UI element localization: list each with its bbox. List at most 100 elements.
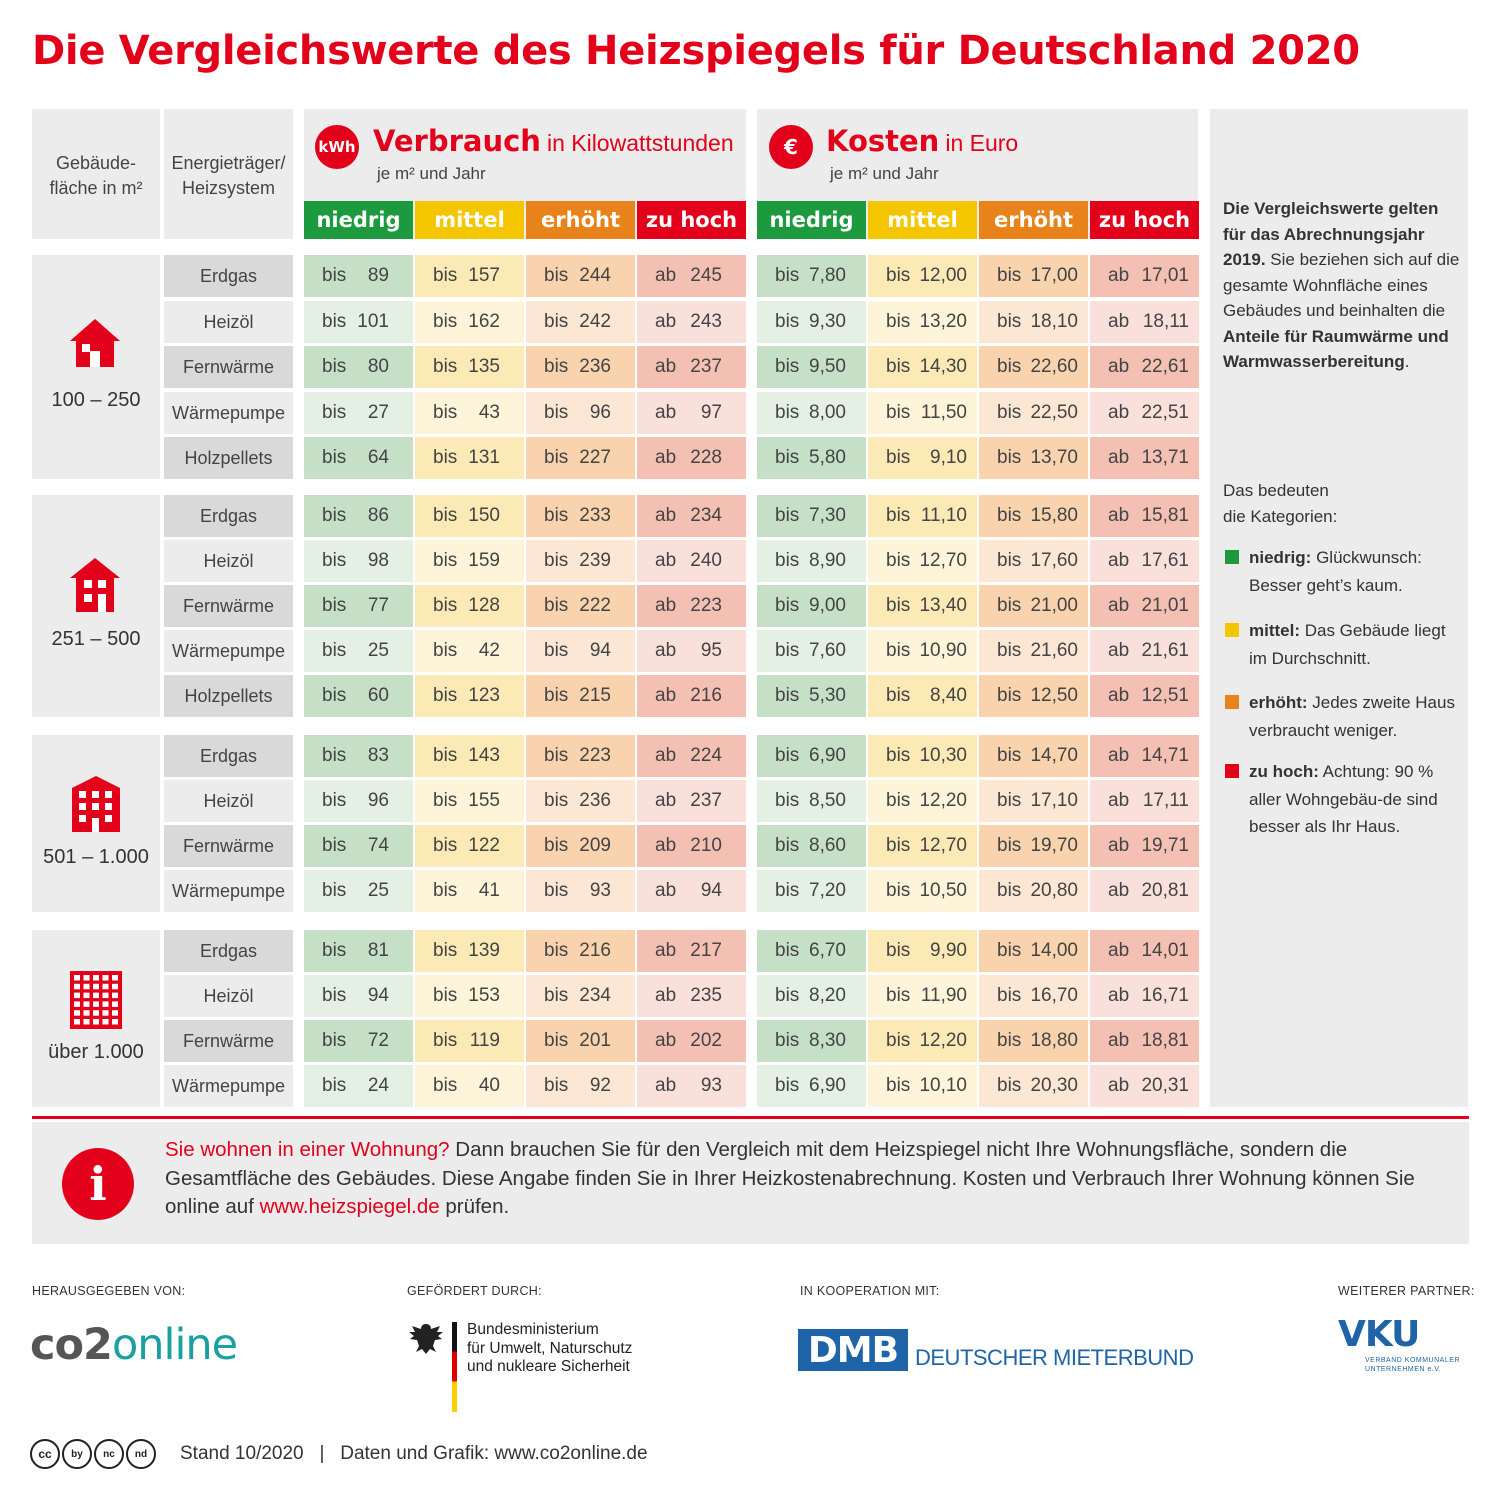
value-prefix: bis <box>997 1075 1022 1096</box>
value-prefix: bis <box>433 790 458 811</box>
kosten-value-cell: bis 8,90 <box>757 540 866 582</box>
value-prefix: bis <box>544 402 569 423</box>
value-number: 101 <box>357 311 389 332</box>
kosten-value-cell: bis 12,70 <box>868 540 977 582</box>
group-size-label: über 1.000 <box>48 1041 144 1063</box>
value-prefix: bis <box>322 640 347 661</box>
column-header-size: Gebäude- fläche in m² <box>49 153 143 198</box>
value-number: 159 <box>468 550 500 571</box>
header-size-box <box>32 109 160 239</box>
value-number: 157 <box>468 265 500 286</box>
verbrauch-value-cell: bis 43 <box>415 392 524 434</box>
verbrauch-value-cell: ab 210 <box>637 825 746 867</box>
kosten-value-cell: bis 8,50 <box>757 780 866 822</box>
value-prefix: bis <box>886 985 911 1006</box>
value-prefix: bis <box>886 1030 911 1051</box>
value-prefix: ab <box>655 835 677 856</box>
label-partner: WEITERER PARTNER: <box>1338 1284 1475 1298</box>
value-number: 20,80 <box>1030 880 1078 901</box>
sidebar-intro-bold: Die Vergleichswerte gelten für das Abrec… <box>1223 199 1439 269</box>
value-prefix: ab <box>655 447 677 468</box>
verbrauch-value-cell: ab 202 <box>637 1020 746 1062</box>
value-prefix: bis <box>544 640 569 661</box>
kosten-value-cell: bis 9,50 <box>757 346 866 388</box>
value-prefix: ab <box>1108 265 1130 286</box>
energy-type-cell: Heizöl <box>164 540 293 582</box>
value-number: 16,70 <box>1030 985 1078 1006</box>
value-prefix: bis <box>997 985 1022 1006</box>
vku-logo: VKU <box>1338 1314 1420 1355</box>
value-prefix: bis <box>997 790 1022 811</box>
value-prefix: ab <box>655 940 677 961</box>
value-prefix: bis <box>997 835 1022 856</box>
cc-nc-icon: nc <box>94 1439 124 1469</box>
verbrauch-value-cell: bis 216 <box>526 930 635 972</box>
value-number: 20,81 <box>1141 880 1189 901</box>
value-number: 40 <box>478 1075 500 1096</box>
label-coop: IN KOOPERATION MIT: <box>800 1284 940 1298</box>
value-prefix: ab <box>1108 1030 1130 1051</box>
dmb-logo: DMB <box>798 1329 908 1371</box>
verbrauch-value-cell: bis 159 <box>415 540 524 582</box>
value-prefix: ab <box>1108 505 1130 526</box>
kosten-value-cell: bis 19,70 <box>979 825 1088 867</box>
legend-item: zu hoch: Achtung: 90 % aller Wohngebäu-d… <box>1249 758 1461 841</box>
value-prefix: bis <box>886 311 911 332</box>
value-number: 9,00 <box>809 595 846 616</box>
legend-item: erhöht: Jedes zweite Haus verbraucht wen… <box>1249 689 1461 744</box>
value-number: 12,50 <box>1030 685 1078 706</box>
kosten-value-cell: bis 8,20 <box>757 975 866 1017</box>
value-number: 8,90 <box>809 550 846 571</box>
value-number: 11,50 <box>920 402 967 423</box>
value-prefix: bis <box>544 311 569 332</box>
value-number: 27 <box>367 402 389 423</box>
kosten-value-cell: bis 16,70 <box>979 975 1088 1017</box>
value-number: 11,10 <box>920 505 967 526</box>
value-number: 14,00 <box>1030 940 1078 961</box>
value-number: 227 <box>579 447 611 468</box>
value-prefix: bis <box>322 1030 347 1051</box>
info-link[interactable]: www.heizspiegel.de <box>259 1195 440 1218</box>
verbrauch-value-cell: ab 95 <box>637 630 746 672</box>
value-number: 14,01 <box>1141 940 1189 961</box>
value-number: 12,20 <box>919 1030 967 1051</box>
value-prefix: bis <box>997 685 1022 706</box>
value-prefix: bis <box>433 835 458 856</box>
dmb-text: DEUTSCHER MIETERBUND <box>915 1345 1194 1370</box>
value-prefix: ab <box>655 880 677 901</box>
kosten-value-cell: bis 15,80 <box>979 495 1088 537</box>
kosten-value-cell: bis 20,80 <box>979 870 1088 912</box>
verbrauch-value-cell: bis 96 <box>304 780 413 822</box>
value-number: 224 <box>690 745 722 766</box>
value-prefix: bis <box>544 880 569 901</box>
value-prefix: bis <box>886 940 911 961</box>
kosten-value-cell: bis 10,30 <box>868 735 977 777</box>
co2online-logo: co2online <box>30 1320 238 1370</box>
value-prefix: bis <box>544 356 569 377</box>
german-flag-bar <box>452 1322 457 1412</box>
co2online-logo-b: online <box>111 1320 238 1370</box>
value-number: 64 <box>367 447 389 468</box>
kosten-value-cell: ab 20,81 <box>1090 870 1199 912</box>
energy-type-cell: Fernwärme <box>164 346 293 388</box>
verbrauch-value-cell: bis 223 <box>526 735 635 777</box>
value-number: 86 <box>367 505 389 526</box>
value-number: 234 <box>690 505 722 526</box>
value-number: 128 <box>468 595 500 616</box>
kosten-title-main: Kosten <box>826 124 940 158</box>
value-prefix: ab <box>1108 356 1130 377</box>
value-number: 5,30 <box>809 685 846 706</box>
value-number: 8,40 <box>930 685 967 706</box>
verbrauch-value-cell: ab 223 <box>637 585 746 627</box>
value-number: 18,81 <box>1141 1030 1189 1051</box>
value-prefix: bis <box>433 402 458 423</box>
value-prefix: bis <box>544 505 569 526</box>
value-prefix: bis <box>544 745 569 766</box>
value-number: 234 <box>579 985 611 1006</box>
verbrauch-value-cell: ab 97 <box>637 392 746 434</box>
value-prefix: bis <box>322 790 347 811</box>
verbrauch-category-mittel: mittel <box>415 201 524 239</box>
value-prefix: bis <box>886 745 911 766</box>
group-size-label: 501 – 1.000 <box>43 846 149 868</box>
value-number: 8,50 <box>809 790 846 811</box>
